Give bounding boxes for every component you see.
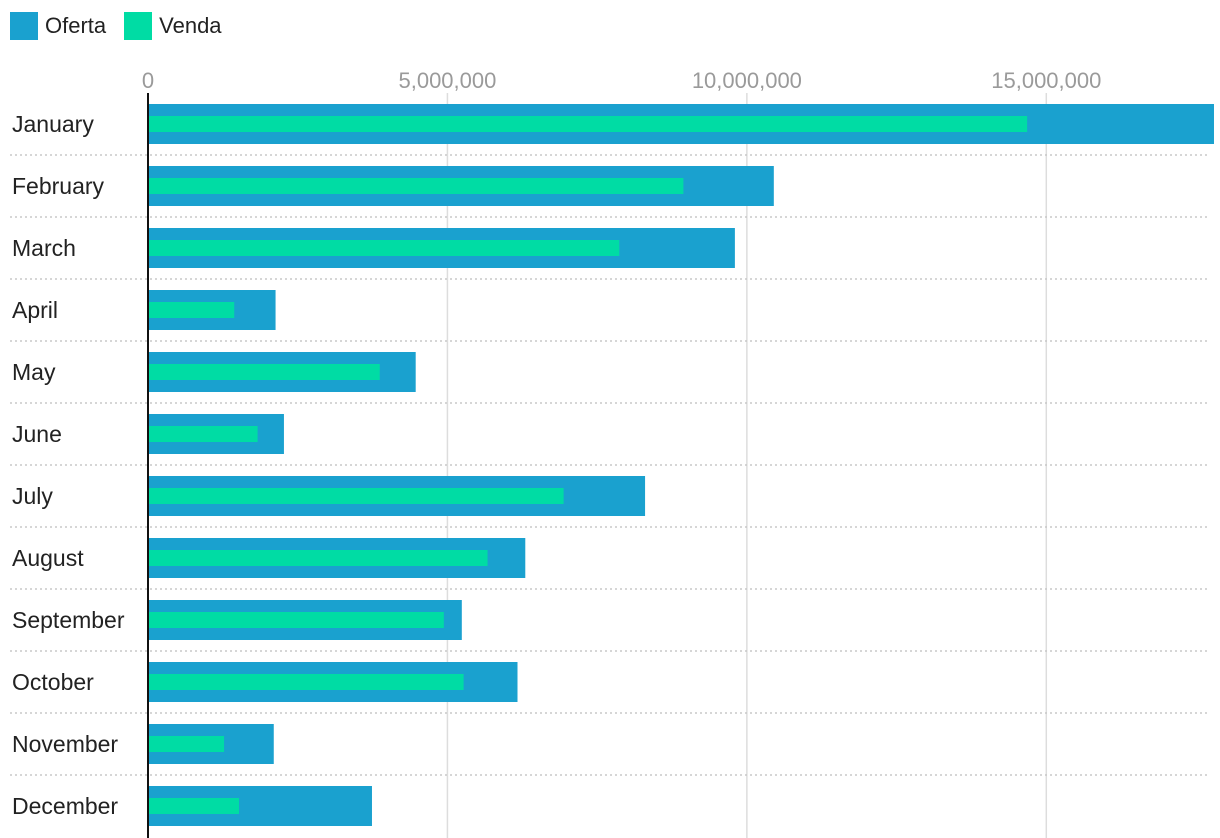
- category-label: May: [12, 359, 56, 385]
- category-label: August: [12, 545, 84, 571]
- category-label: November: [12, 731, 118, 757]
- bar-venda: [148, 240, 620, 256]
- bar-venda: [148, 364, 380, 380]
- category-label: September: [12, 607, 125, 633]
- x-tick-label: 0: [142, 68, 154, 93]
- x-tick-label: 15,000,000: [991, 68, 1101, 93]
- category-label: October: [12, 669, 94, 695]
- bar-venda: [148, 178, 684, 194]
- bar-venda: [148, 488, 564, 504]
- x-tick-label: 10,000,000: [692, 68, 802, 93]
- x-tick-label: 5,000,000: [398, 68, 496, 93]
- category-label: July: [12, 483, 53, 509]
- category-label: January: [12, 111, 94, 137]
- bar-venda: [148, 736, 225, 752]
- legend-swatch-oferta: [10, 12, 38, 40]
- legend-item-venda[interactable]: Venda: [124, 12, 222, 40]
- bar-venda: [148, 302, 235, 318]
- legend-label-venda: Venda: [159, 13, 222, 38]
- bar-venda: [148, 550, 488, 566]
- bar-venda: [148, 612, 444, 628]
- category-label: February: [12, 173, 105, 199]
- legend-label-oferta: Oferta: [45, 13, 107, 38]
- bar-venda: [148, 674, 464, 690]
- bar-venda: [148, 798, 240, 814]
- legend: Oferta Venda: [10, 12, 240, 40]
- legend-item-oferta[interactable]: Oferta: [10, 12, 106, 40]
- category-label: March: [12, 235, 76, 261]
- bar-venda: [148, 116, 1028, 132]
- category-label: June: [12, 421, 62, 447]
- bar-venda: [148, 426, 258, 442]
- legend-swatch-venda: [124, 12, 153, 40]
- category-label: December: [12, 793, 118, 819]
- category-label: April: [12, 297, 58, 323]
